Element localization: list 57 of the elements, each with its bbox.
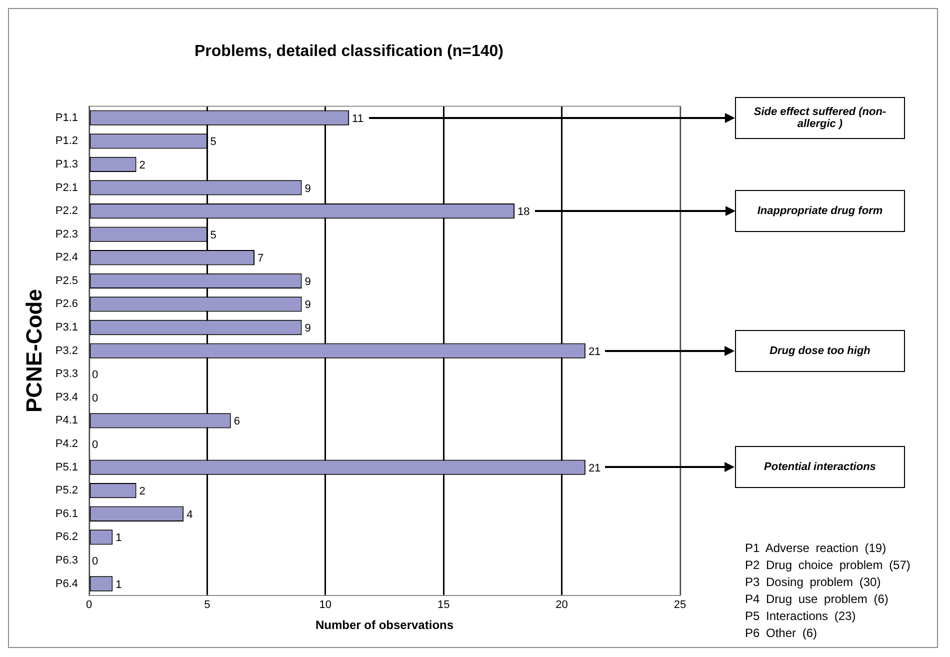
y-tick-label: P6.3 [55,554,78,566]
data-label: 11 [352,112,364,125]
y-tick-label: P5.1 [55,461,78,474]
text: P1 Adverse reaction (19) [745,540,888,557]
y-tick-label: P1.3 [55,158,78,170]
data-label: 1 [116,532,122,544]
y-tick-label: P2.6 [55,298,78,310]
x-tick-label: 25 [674,599,686,612]
x-axis-title: Number of observations [316,618,454,632]
data-label: 2 [139,486,146,498]
data-label: 2 [139,159,146,172]
data-label: 0 [92,439,98,452]
y-tick-label: P3.3 [55,368,78,380]
x-tick-label: 5 [204,599,210,612]
data-label: 0 [92,392,98,404]
text: P3 Dosing problem (30) [745,574,882,591]
y-tick-label: P5.2 [55,484,78,497]
y-tick-label: P4.1 [55,414,78,427]
data-label: 0 [92,369,98,382]
y-tick-label: P3.2 [55,344,78,357]
data-label: 1 [116,578,122,591]
x-tick-label: 0 [86,599,92,612]
y-axis-title: PCNE-Code [21,289,46,413]
data-label: 21 [588,462,601,474]
y-tick-label: P4.2 [55,438,78,450]
data-label: 5 [210,136,216,148]
data-label: 9 [304,299,311,312]
data-label: 0 [92,555,98,568]
data-label: 6 [234,416,240,428]
data-label: 7 [258,252,264,265]
x-tick-label: 20 [556,599,568,612]
data-label: 9 [304,322,311,335]
y-tick-label: P6.1 [55,508,78,520]
y-tick-label: P2.2 [55,205,78,218]
y-tick-label: P3.4 [55,391,78,404]
data-label: 5 [210,229,216,242]
x-tick-label: 10 [319,599,332,612]
data-label: 18 [518,206,530,218]
y-tick-label: P6.4 [55,578,78,590]
y-tick-label: P2.5 [55,274,78,287]
data-label: 9 [304,276,311,288]
y-tick-label: P3.1 [55,322,78,334]
text: P4 Drug use problem (6) [745,591,890,608]
y-tick-label: P2.3 [55,228,78,240]
x-tick-label: 15 [437,599,450,612]
data-label: 21 [588,346,601,358]
data-label: 4 [186,508,193,521]
y-tick-label: P1.1 [55,112,78,124]
text: P2 Drug choice problem (57) [745,557,910,574]
chart-title: Problems, detailed classification (n=140) [194,43,504,60]
y-tick-label: P6.2 [55,531,78,544]
y-tick-label: P2.1 [55,182,78,194]
y-tick-label: P1.2 [55,135,78,148]
text: P5 Interactions (23) [745,608,857,625]
text: P6 Other (6) [745,625,818,642]
data-label: 9 [304,182,311,195]
y-tick-label: P2.4 [55,252,78,264]
